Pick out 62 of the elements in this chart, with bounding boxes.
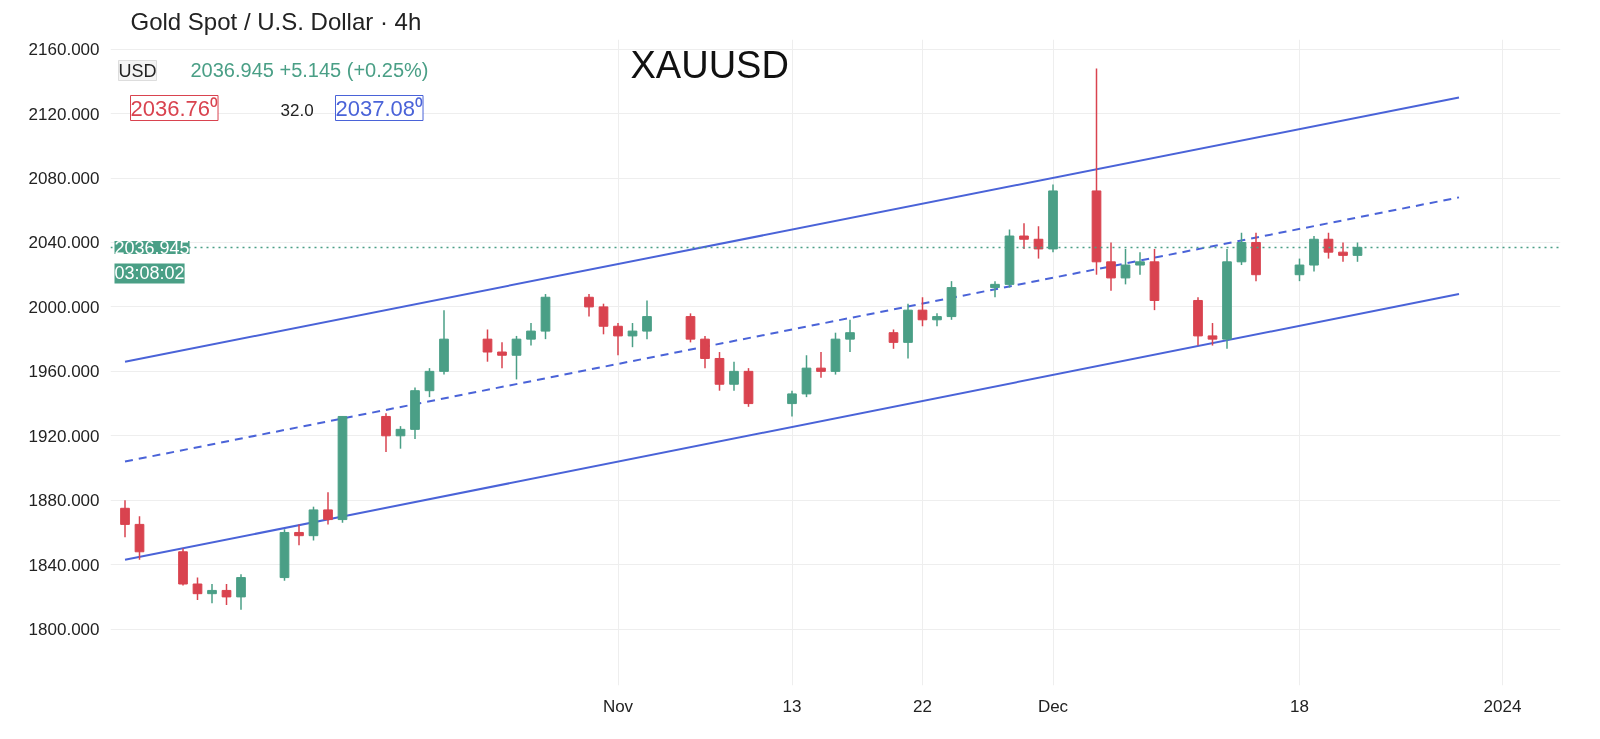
candlestick — [917, 296, 928, 327]
y-tick-label: 2040.000 — [28, 233, 100, 253]
candlestick — [584, 293, 594, 318]
candlestick — [236, 573, 246, 611]
ref-line-label: 2036.945 — [114, 237, 190, 258]
y-tick-label: 2160.000 — [28, 40, 100, 60]
candlestick — [1338, 241, 1348, 263]
candlestick — [221, 583, 232, 606]
candlestick — [526, 322, 536, 347]
y-tick-label: 1840.000 — [28, 555, 100, 575]
candlestick — [192, 576, 203, 601]
candlestick — [845, 319, 855, 353]
y-tick-label: 2080.000 — [28, 169, 100, 189]
x-tick-label: 2024 — [1483, 696, 1522, 716]
y-tick-label: 1880.000 — [28, 491, 100, 511]
candlestick — [482, 328, 493, 363]
y-tick-label: 2000.000 — [28, 297, 100, 317]
candlestick — [1019, 222, 1029, 250]
annotation: 2036.76⁰ — [130, 95, 219, 121]
candlestick — [932, 312, 942, 327]
x-tick-label: Dec — [1037, 696, 1069, 716]
candlestick — [1106, 241, 1116, 292]
x-tick-label: 13 — [782, 696, 802, 716]
annotation: USD — [118, 60, 157, 81]
candlestick — [294, 523, 304, 547]
candlestick — [1033, 225, 1044, 260]
candlestick — [787, 389, 797, 418]
candlestick — [642, 299, 652, 340]
candlestick — [990, 280, 1000, 299]
chart-title: Gold Spot / U.S. Dollar · 4h — [130, 7, 422, 35]
y-tick-label: 1920.000 — [28, 426, 100, 446]
y-tick-label: 2120.000 — [28, 104, 100, 124]
text: 2036.945 +5.145 (+0.25%) — [190, 58, 429, 81]
candlestick — [627, 322, 638, 348]
candlestick — [1323, 232, 1334, 260]
candlestick — [700, 335, 710, 369]
candlestick — [120, 499, 130, 539]
x-tick-label: 18 — [1290, 696, 1309, 716]
candlestick — [207, 583, 217, 605]
candlestick — [395, 425, 406, 450]
candlestick — [424, 367, 435, 398]
candlestick — [729, 360, 739, 392]
candlestick — [497, 341, 507, 369]
candlestick — [685, 312, 696, 344]
candlestick — [888, 328, 899, 350]
candlestick — [613, 322, 623, 356]
candlestick — [1294, 257, 1305, 282]
x-tick-label: Nov — [602, 696, 634, 716]
x-tick-label: 22 — [913, 696, 932, 716]
candlestick — [511, 335, 522, 381]
candlestick — [598, 302, 609, 336]
candlestick — [323, 491, 333, 526]
y-tick-label: 1800.000 — [28, 620, 100, 640]
annotation: XAUUSD — [630, 43, 789, 86]
annotation: 32.0 — [280, 100, 314, 120]
y-tick-label: 1960.000 — [28, 362, 100, 382]
candlestick — [1207, 322, 1218, 347]
annotation: 2037.08⁰ — [335, 95, 424, 121]
candlestick — [1135, 251, 1145, 276]
annotation: 03:08:02 — [114, 263, 185, 284]
candlestick — [816, 351, 826, 379]
candlestick — [381, 412, 391, 453]
